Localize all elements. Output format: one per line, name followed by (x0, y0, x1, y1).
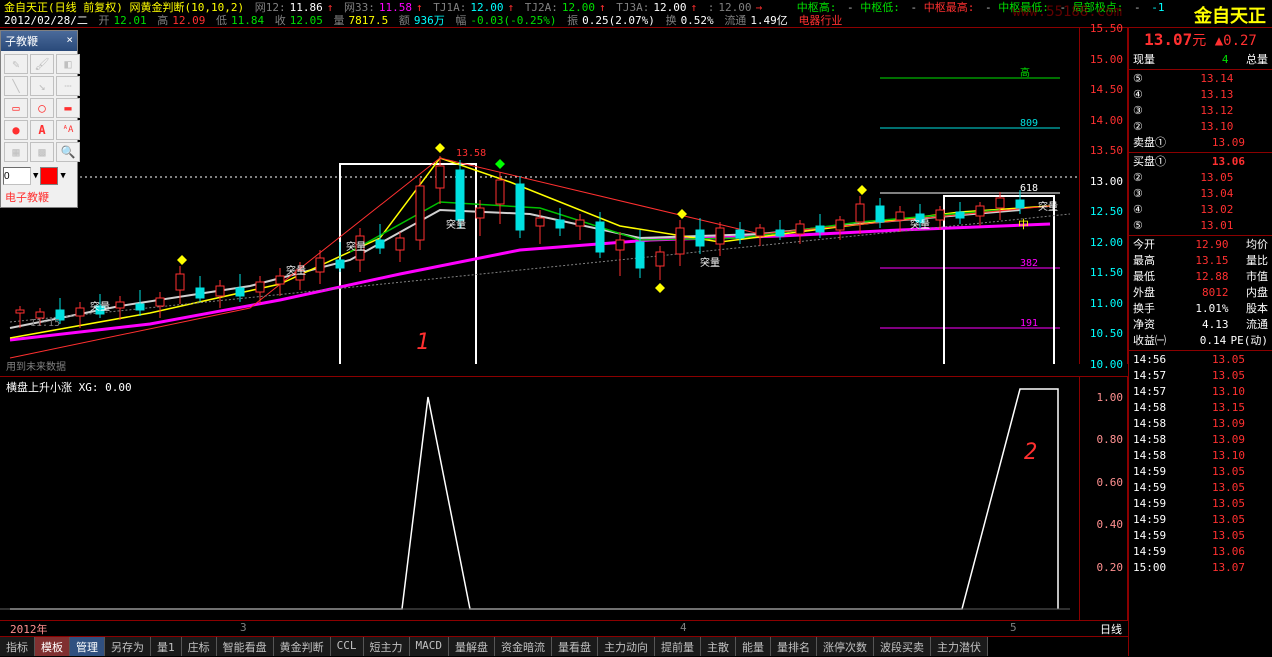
eraser-icon[interactable]: ◧ (56, 54, 80, 74)
indicator-tabs: 指标模板管理另存为量1庄标智能看盘黄金判断CCL短主力MACD量解盘资金暗流量看… (0, 636, 1128, 656)
pencil-icon[interactable]: ✎ (4, 54, 28, 74)
toolbox-size-select[interactable] (3, 167, 31, 185)
fill-rect-icon[interactable]: ▬ (56, 98, 80, 118)
svg-text:突量: 突量 (346, 240, 366, 253)
tab-智能看盘[interactable]: 智能看盘 (217, 637, 274, 656)
annotation-1: 1 (416, 330, 429, 355)
tab-另存为[interactable]: 另存为 (105, 637, 151, 656)
img1-icon[interactable]: ▦ (4, 142, 28, 162)
svg-text:382: 382 (1020, 258, 1038, 269)
toolbox-dd2-icon[interactable]: ▼ (60, 171, 65, 181)
tab-指标[interactable]: 指标 (0, 637, 35, 656)
tab-短主力[interactable]: 短主力 (364, 637, 410, 656)
svg-text:突量: 突量 (1038, 200, 1058, 213)
toolbox-label: 电子教鞭 (1, 187, 77, 207)
tab-量1[interactable]: 量1 (151, 637, 182, 656)
tab-管理[interactable]: 管理 (70, 637, 105, 656)
tab-模板[interactable]: 模板 (35, 637, 70, 656)
future-data-label: 用到未来数据 (6, 358, 66, 373)
svg-text:13.58: 13.58 (456, 148, 486, 159)
fill-ellipse-icon[interactable]: ● (4, 120, 28, 140)
zoom-icon[interactable]: 🔍 (56, 142, 80, 162)
rect-icon[interactable]: ▭ (4, 98, 28, 118)
tab-主散[interactable]: 主散 (701, 637, 736, 656)
tab-主力动向[interactable]: 主力动向 (598, 637, 655, 656)
toolbox-footer: ▼ ▼ (1, 165, 77, 187)
tab-提前量[interactable]: 提前量 (655, 637, 701, 656)
toolbox-close-icon[interactable]: × (66, 33, 73, 49)
svg-text:191: 191 (1020, 318, 1038, 329)
ellipse-icon[interactable]: ◯ (30, 98, 54, 118)
annotation-2: 2 (1024, 440, 1037, 465)
xaxis: 日线 2012年345 (0, 620, 1128, 636)
tab-量排名[interactable]: 量排名 (771, 637, 817, 656)
text-aa-icon[interactable]: ᴬA (56, 120, 80, 140)
main-chart-svg: 高809618382191突量突量突量突量突量突量突量13.58中11:15 (0, 28, 1080, 364)
svg-text:突量: 突量 (446, 218, 466, 231)
main-chart[interactable]: 高809618382191突量突量突量突量突量突量突量13.58中11:15 用… (0, 28, 1080, 364)
tab-黄金判断[interactable]: 黄金判断 (274, 637, 331, 656)
tab-主力潜伏[interactable]: 主力潜伏 (931, 637, 988, 656)
dash-icon[interactable]: ┄ (56, 76, 80, 96)
quote-sidebar: 13.07元 ▲0.27现量4总量⑤13.14④13.13③13.12②13.1… (1128, 28, 1272, 656)
tab-涨停次数[interactable]: 涨停次数 (817, 637, 874, 656)
tab-MACD[interactable]: MACD (410, 637, 450, 656)
toolbox-dd-icon[interactable]: ▼ (33, 171, 38, 181)
svg-text:突量: 突量 (700, 256, 720, 269)
chart-title: 金自天正(日线 前复权) 网黄金判断(10,10,2) (4, 1, 244, 14)
main-yaxis: 10.0010.5011.0011.5012.0012.5013.0013.50… (1080, 28, 1128, 364)
svg-text:高: 高 (1020, 66, 1030, 79)
sub-chart[interactable]: 横盘上升小涨 XG: 0.00 (0, 376, 1080, 620)
svg-text:突量: 突量 (910, 218, 930, 231)
tab-庄标[interactable]: 庄标 (182, 637, 217, 656)
sub-chart-svg (0, 377, 1080, 621)
toolbox-grid: ✎ 🖌 ◧ ╲ ↘ ┄ ▭ ◯ ▬ ● A ᴬA ▦ ▩ 🔍 (1, 51, 77, 165)
svg-text:中: 中 (1018, 218, 1029, 231)
svg-text:突量: 突量 (90, 300, 110, 313)
toolbox-titlebar[interactable]: 子教鞭 × (1, 31, 77, 51)
svg-text:11:15: 11:15 (30, 318, 60, 329)
tab-量看盘[interactable]: 量看盘 (552, 637, 598, 656)
text-a-icon[interactable]: A (30, 120, 54, 140)
svg-text:809: 809 (1020, 118, 1038, 129)
tab-CCL[interactable]: CCL (331, 637, 364, 656)
img2-icon[interactable]: ▩ (30, 142, 54, 162)
svg-text:618: 618 (1020, 183, 1038, 194)
drawing-toolbox[interactable]: 子教鞭 × ✎ 🖌 ◧ ╲ ↘ ┄ ▭ ◯ ▬ ● A ᴬA ▦ ▩ 🔍 ▼ ▼… (0, 30, 78, 208)
toolbox-title-text: 子教鞭 (5, 33, 38, 49)
tab-量解盘[interactable]: 量解盘 (449, 637, 495, 656)
svg-text:突量: 突量 (286, 264, 306, 277)
stock-name-logo: 金自天正 (1194, 2, 1266, 28)
arrow-icon[interactable]: ↘ (30, 76, 54, 96)
sub-yaxis: 0.200.400.600.801.00 (1080, 376, 1128, 620)
xaxis-right-label: 日线 (1100, 621, 1122, 637)
line-icon[interactable]: ╲ (4, 76, 28, 96)
tab-能量[interactable]: 能量 (736, 637, 771, 656)
tab-波段买卖[interactable]: 波段买卖 (874, 637, 931, 656)
watermark: www.55188.com (1012, 4, 1122, 20)
brush-icon[interactable]: 🖌 (30, 54, 54, 74)
tab-资金暗流[interactable]: 资金暗流 (495, 637, 552, 656)
toolbox-color-swatch[interactable] (40, 167, 58, 185)
